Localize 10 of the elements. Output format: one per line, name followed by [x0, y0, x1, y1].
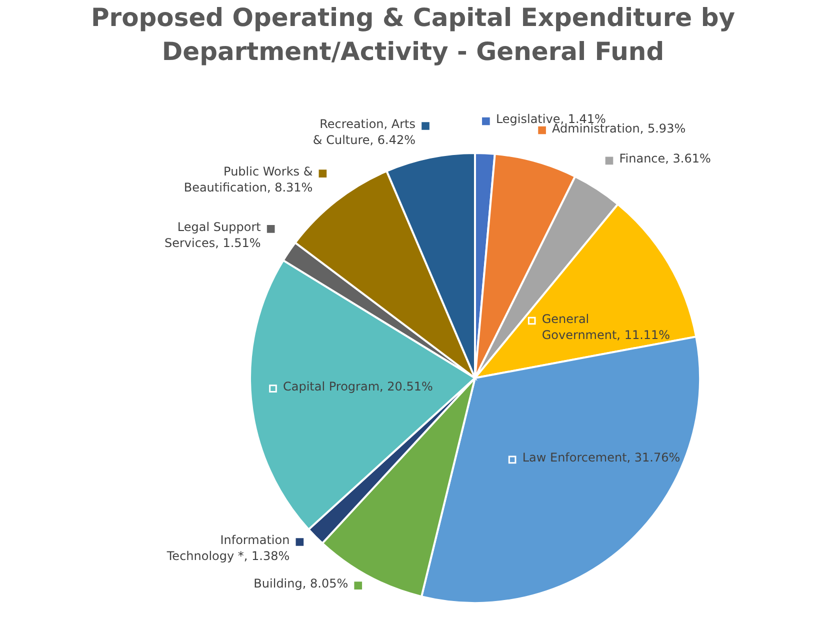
chart-title: Proposed Operating & Capital Expenditure by Department/Activity - General Fund	[90, 3, 736, 66]
slice-label: Recreation, Arts & Culture, 6.42%	[312, 117, 416, 148]
slice-label: Public Works & Beautification, 8.31%	[184, 164, 313, 195]
legend-label: Finance, 3.61%	[619, 152, 711, 166]
slice-label: Building, 8.05%	[254, 576, 348, 591]
legend-label: Law Enforcement, 31.76%	[522, 450, 680, 465]
legend-label: General Government, 11.11%	[542, 312, 670, 342]
slice-label: Information Technology *, 1.38%	[166, 532, 290, 563]
legend-label: Capital Program, 20.51%	[282, 380, 433, 394]
slice-label: Legal Support Services, 1.51%	[164, 220, 262, 250]
